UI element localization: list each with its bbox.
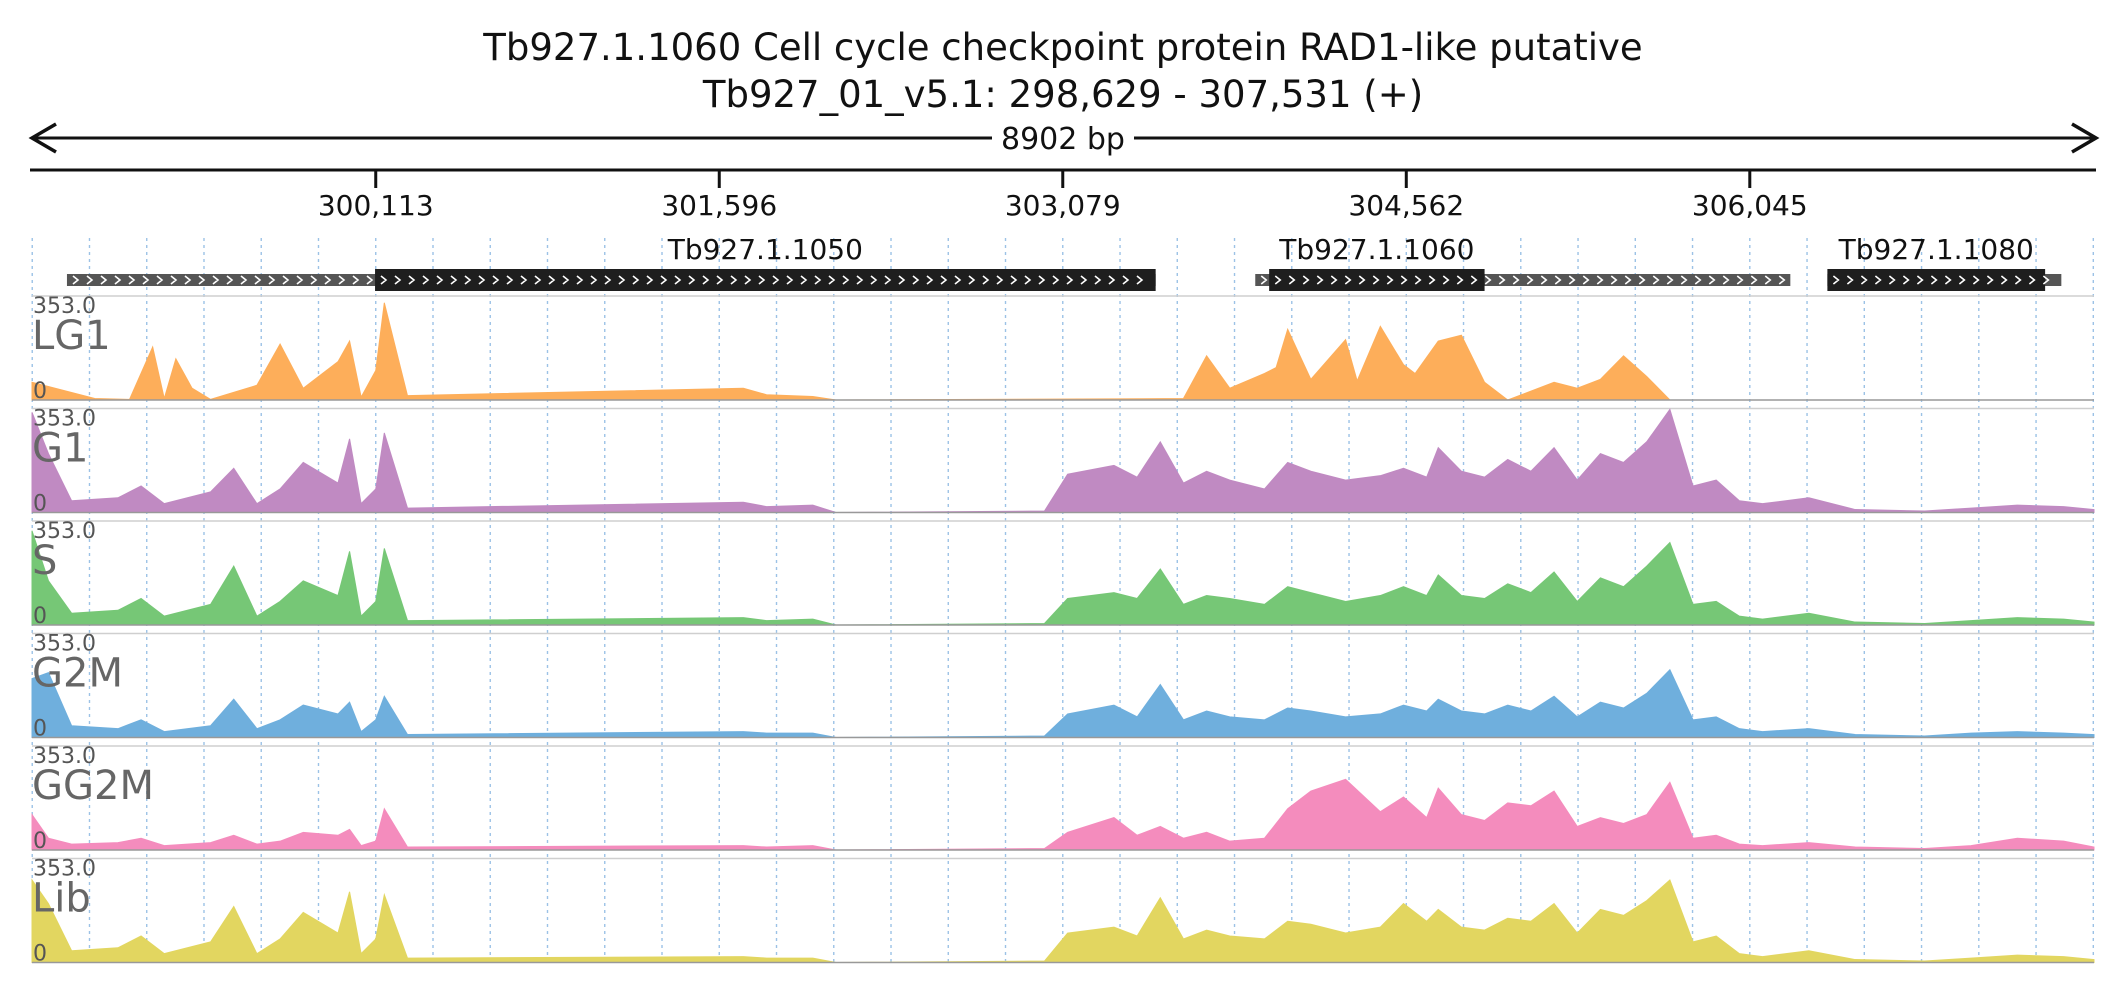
y-min-label: 0 bbox=[33, 604, 47, 629]
coverage-area bbox=[31, 408, 2095, 514]
x-axis-ticks: 300,113 301,596 303,079 304,562 306,045 bbox=[318, 170, 1808, 222]
y-max-label: 353.0 bbox=[33, 519, 96, 544]
y-min-label: 0 bbox=[33, 379, 47, 404]
y-max-label: 353.0 bbox=[33, 857, 96, 882]
strand-chevrons bbox=[72, 275, 1144, 285]
gene-label: Tb927.1.1050 bbox=[667, 233, 863, 266]
coverage-tracks: 353.00LG1353.00G1353.00S353.00G2M353.00G… bbox=[31, 294, 2095, 967]
track-name: G2M bbox=[32, 651, 123, 697]
coverage-area bbox=[31, 878, 2095, 964]
span-arrow: 8902 bp bbox=[28, 120, 2100, 157]
x-tick-label: 301,596 bbox=[661, 189, 777, 222]
chart-subtitle: Tb927_01_v5.1: 298,629 - 307,531 (+) bbox=[702, 73, 1423, 116]
coverage-area bbox=[31, 668, 2095, 739]
track-name: GG2M bbox=[32, 763, 154, 809]
y-max-label: 353.0 bbox=[33, 744, 96, 769]
track-gg2m: 353.0 0 GG2M bbox=[31, 744, 2095, 854]
coverage-area bbox=[31, 778, 2095, 851]
x-tick-label: 306,045 bbox=[1692, 189, 1808, 222]
y-max-label: 353.0 bbox=[33, 407, 96, 432]
gene-cds bbox=[1269, 269, 1485, 291]
gene-track: Tb927.1.1050 Tb927.1.1060 Tb927.1.1080 bbox=[66, 233, 2062, 291]
y-min-label: 0 bbox=[33, 829, 47, 854]
y-min-label: 0 bbox=[33, 942, 47, 967]
track-s: 353.0 0 S bbox=[31, 519, 2095, 629]
y-min-label: 0 bbox=[33, 492, 47, 517]
track-g2m: 353.0 0 G2M bbox=[31, 632, 2095, 742]
track-lg1: 353.0 0 LG1 bbox=[31, 294, 2094, 404]
span-length-label: 8902 bp bbox=[1001, 122, 1125, 157]
gene-model: Tb927.1.1080 bbox=[1827, 233, 2062, 291]
strand-chevrons bbox=[1260, 275, 1786, 285]
track-name: LG1 bbox=[32, 313, 111, 359]
gene-label: Tb927.1.1080 bbox=[1838, 233, 2034, 266]
gene-model: Tb927.1.1060 bbox=[1255, 233, 1791, 291]
y-min-label: 0 bbox=[33, 717, 47, 742]
x-tick-label: 300,113 bbox=[318, 189, 434, 222]
gene-label: Tb927.1.1060 bbox=[1278, 233, 1474, 266]
strand-chevrons bbox=[1832, 275, 2050, 285]
track-name: Lib bbox=[32, 876, 91, 922]
gene-cds bbox=[375, 269, 1156, 291]
y-max-label: 353.0 bbox=[33, 632, 96, 657]
coverage-area bbox=[31, 302, 2094, 401]
y-max-label: 353.0 bbox=[33, 294, 96, 319]
gene-model: Tb927.1.1050 bbox=[66, 233, 1156, 291]
chart-title: Tb927.1.1060 Cell cycle checkpoint prote… bbox=[482, 26, 1642, 69]
coverage-area bbox=[31, 530, 2095, 626]
track-g1: 353.0 0 G1 bbox=[31, 407, 2095, 517]
track-name: S bbox=[32, 538, 57, 584]
track-lib: 353.0 0 Lib bbox=[31, 857, 2095, 967]
x-tick-label: 304,562 bbox=[1348, 189, 1464, 222]
x-tick-label: 303,079 bbox=[1005, 189, 1121, 222]
track-name: G1 bbox=[32, 426, 88, 472]
